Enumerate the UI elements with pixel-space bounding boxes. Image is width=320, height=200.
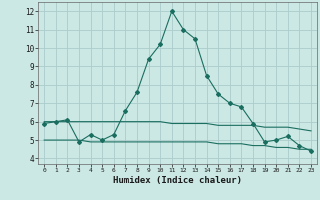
X-axis label: Humidex (Indice chaleur): Humidex (Indice chaleur) (113, 176, 242, 185)
